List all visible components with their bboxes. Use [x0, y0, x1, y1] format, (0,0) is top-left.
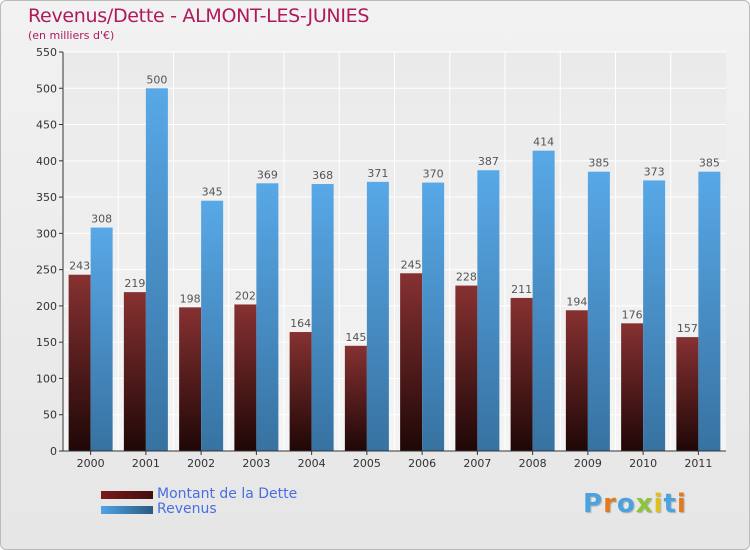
data-label-dette: 245 [401, 258, 422, 271]
bar-dette [565, 310, 588, 451]
bar-revenus [477, 170, 500, 451]
logo-letter: t [663, 489, 677, 519]
data-label-dette: 219 [124, 277, 145, 290]
x-tick-label: 2005 [353, 457, 381, 470]
bar-revenus [698, 171, 721, 451]
data-label-dette: 202 [235, 289, 256, 302]
chart-title: Revenus/Dette - ALMONT-LES-JUNIES [28, 5, 370, 27]
data-label-revenus: 385 [699, 157, 720, 170]
bar-revenus [366, 181, 389, 451]
y-tick-label: 100 [36, 372, 57, 385]
bar-revenus [145, 88, 168, 451]
data-label-revenus: 308 [91, 213, 112, 226]
legend-label-dette: Montant de la Dette [157, 486, 298, 502]
logo-letter: x [635, 489, 654, 519]
x-tick-label: 2001 [132, 457, 160, 470]
bar-revenus [643, 180, 666, 451]
data-label-revenus: 414 [533, 136, 554, 149]
data-label-dette: 198 [180, 292, 201, 305]
legend-swatch-revenus [101, 506, 153, 514]
bar-dette [400, 273, 423, 451]
bar-revenus [201, 200, 224, 451]
data-label-revenus: 387 [478, 155, 499, 168]
bar-dette [179, 307, 202, 451]
bar-revenus [90, 227, 113, 451]
y-tick-label: 250 [36, 264, 57, 277]
data-label-dette: 228 [456, 271, 477, 284]
bar-revenus [311, 184, 334, 452]
x-tick-label: 2006 [408, 457, 436, 470]
y-tick-label: 550 [36, 46, 57, 59]
y-tick-label: 400 [36, 155, 57, 168]
data-label-dette: 211 [511, 283, 532, 296]
data-label-revenus: 500 [146, 73, 167, 86]
data-label-dette: 157 [677, 322, 698, 335]
bar-dette [68, 274, 91, 451]
legend-swatch-dette [101, 491, 153, 499]
data-label-dette: 145 [345, 331, 366, 344]
data-label-revenus: 385 [588, 157, 609, 170]
y-tick-label: 150 [36, 336, 57, 349]
data-label-dette: 176 [622, 308, 643, 321]
x-tick-label: 2002 [187, 457, 215, 470]
y-tick-label: 350 [36, 191, 57, 204]
legend-label-revenus: Revenus [157, 501, 217, 517]
bar-dette [510, 297, 533, 451]
bar-revenus [256, 183, 279, 452]
x-tick-label: 2010 [629, 457, 657, 470]
y-tick-label: 200 [36, 300, 57, 313]
logo-letter: o [616, 489, 636, 519]
y-tick-label: 50 [43, 409, 57, 422]
data-label-dette: 243 [69, 260, 90, 273]
x-tick-label: 2003 [242, 457, 270, 470]
data-label-dette: 164 [290, 317, 311, 330]
bar-dette [621, 323, 644, 451]
data-label-dette: 194 [566, 295, 587, 308]
bar-dette [676, 337, 699, 451]
logo-letter: i [676, 489, 687, 519]
bar-revenus [532, 150, 555, 452]
x-tick-label: 2000 [77, 457, 105, 470]
x-tick-label: 2008 [519, 457, 547, 470]
data-label-revenus: 369 [257, 168, 278, 181]
bar-dette [344, 345, 367, 451]
y-tick-label: 500 [36, 82, 57, 95]
bar-dette [289, 332, 312, 451]
data-label-revenus: 373 [644, 165, 665, 178]
logo-letter: P [583, 489, 604, 519]
x-tick-label: 2007 [463, 457, 491, 470]
y-tick-label: 0 [50, 445, 57, 458]
x-tick-label: 2011 [684, 457, 712, 470]
chart-subtitle: (en milliers d'€) [28, 29, 115, 42]
data-label-revenus: 370 [423, 168, 444, 181]
x-tick-label: 2004 [298, 457, 326, 470]
logo-letter: i [653, 489, 664, 519]
data-label-revenus: 371 [367, 167, 388, 180]
y-tick-label: 300 [36, 227, 57, 240]
data-label-revenus: 368 [312, 169, 333, 182]
proxiti-logo: Proxiti [583, 489, 687, 519]
bar-dette [123, 292, 146, 451]
bar-dette [234, 304, 257, 451]
bar-revenus [422, 182, 445, 451]
y-tick-label: 450 [36, 119, 57, 132]
data-label-revenus: 345 [202, 186, 223, 199]
bar-revenus [587, 171, 610, 451]
logo-letter: r [603, 489, 617, 519]
bar-dette [455, 285, 478, 451]
x-tick-label: 2009 [574, 457, 602, 470]
